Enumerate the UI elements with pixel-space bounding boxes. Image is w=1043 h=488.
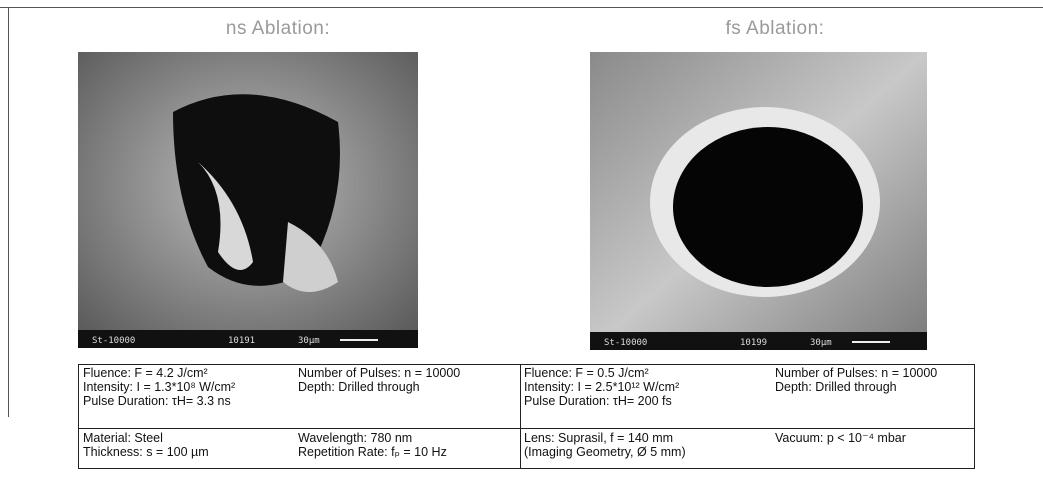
image-scale: 30µm <box>298 336 320 346</box>
cell-line: Thickness: s = 100 µm <box>83 445 209 459</box>
image-code: St-10000 <box>92 336 135 346</box>
cell-line: Depth: Drilled through <box>775 380 937 394</box>
panel-title: fs Ablation: <box>625 18 925 40</box>
frame-top <box>0 7 1043 8</box>
image-number: 10191 <box>228 336 255 346</box>
sem-image: St-10000 10199 30µm <box>590 52 927 350</box>
cell-line: Vacuum: p < 10⁻⁴ mbar <box>775 431 906 445</box>
table-cell: Lens: Suprasil, f = 140 mm(Imaging Geome… <box>524 431 686 459</box>
cell-line: Lens: Suprasil, f = 140 mm <box>524 431 686 445</box>
frame-left <box>8 7 9 417</box>
cell-line: Wavelength: 780 nm <box>298 431 447 445</box>
cell-line: Depth: Drilled through <box>298 380 460 394</box>
cell-line: Fluence: F = 4.2 J/cm² <box>83 366 235 380</box>
panel-title: ns Ablation: <box>128 18 428 40</box>
cell-line: Pulse Duration: τH= 3.3 ns <box>83 394 235 408</box>
image-number: 10199 <box>740 338 767 348</box>
page: ns Ablation: fs Ablation: St-10000 10191… <box>0 0 1043 488</box>
table-cell: Vacuum: p < 10⁻⁴ mbar <box>775 431 906 445</box>
cell-line: Material: Steel <box>83 431 209 445</box>
cell-line: Pulse Duration: τH= 200 fs <box>524 394 679 408</box>
cell-line: Number of Pulses: n = 10000 <box>298 366 460 380</box>
cell-line: (Imaging Geometry, Ø 5 mm) <box>524 445 686 459</box>
image-code: St-10000 <box>604 338 647 348</box>
cell-line: Number of Pulses: n = 10000 <box>775 366 937 380</box>
sem-image: St-10000 10191 30µm <box>78 52 418 348</box>
cell-line: Fluence: F = 0.5 J/cm² <box>524 366 679 380</box>
cell-line: Intensity: I = 1.3*10⁸ W/cm² <box>83 380 235 394</box>
cell-line: Repetition Rate: fₚ = 10 Hz <box>298 445 447 459</box>
image-scale: 30µm <box>810 338 832 348</box>
cell-line: Intensity: I = 2.5*10¹² W/cm² <box>524 380 679 394</box>
